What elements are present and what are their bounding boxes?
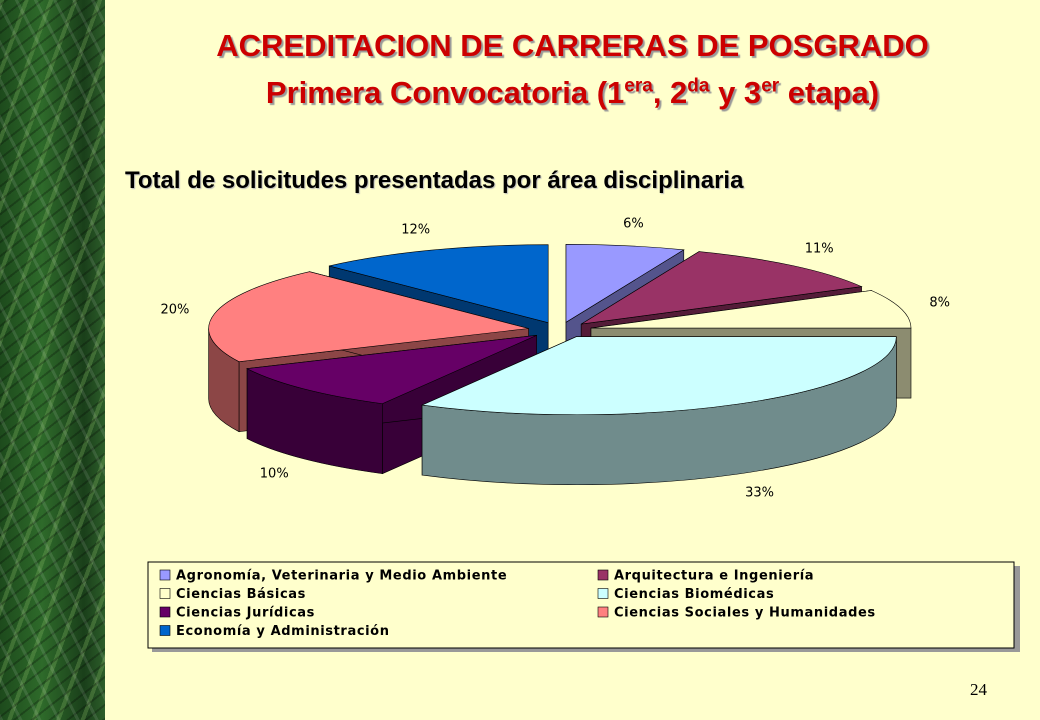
pie-slice — [581, 251, 863, 325]
decor-strip — [0, 0, 105, 720]
legend-label: Ciencias Biomédicas — [614, 587, 774, 602]
legend-label: Ciencias Básicas — [176, 587, 306, 602]
data-label: 6% — [623, 217, 644, 232]
pie-slice — [421, 336, 897, 416]
subtitle-sup: era — [624, 75, 653, 97]
data-label: 10% — [260, 466, 289, 481]
legend-swatch — [597, 569, 609, 581]
pie-slice — [246, 335, 537, 405]
data-label: 12% — [401, 222, 430, 237]
legend-swatch — [159, 588, 171, 599]
data-label: 33% — [745, 485, 774, 500]
slide-subtitle: Primera Convocatoria (1era, 2da y 3er et… — [105, 75, 1040, 111]
pie-slice — [565, 243, 685, 323]
legend-label: Economía y Administración — [176, 624, 390, 639]
subtitle-text: etapa) — [779, 75, 880, 110]
subtitle-text: Primera Convocatoria (1 — [265, 75, 625, 110]
subtitle-text: , 2 — [652, 75, 688, 110]
chart-title: Total de solicitudes presentadas por áre… — [125, 167, 744, 194]
legend-swatch — [159, 569, 171, 581]
legend-swatch — [159, 625, 171, 636]
page-number: 24 — [970, 680, 987, 699]
data-label: 11% — [805, 242, 834, 257]
legend-label: Ciencias Jurídicas — [176, 606, 315, 621]
slide-title: ACREDITACION DE CARRERAS DE POSGRADO — [216, 28, 929, 63]
legend-swatch — [597, 606, 609, 618]
legend-box — [147, 561, 1015, 649]
subtitle-text: y 3 — [709, 75, 762, 110]
legend-swatch — [597, 588, 609, 599]
pie-slice — [329, 244, 549, 324]
legend-label: Ciencias Sociales y Humanidades — [614, 606, 876, 621]
data-label: 8% — [929, 296, 950, 311]
legend-label: Arquitectura e Ingeniería — [614, 569, 814, 584]
pie-slice — [208, 271, 529, 363]
subtitle-sup: er — [761, 75, 780, 97]
legend-label: Agronomía, Veterinaria y Medio Ambiente — [176, 569, 507, 584]
subtitle-sup: da — [687, 75, 710, 97]
data-label: 20% — [160, 302, 189, 317]
pie-slice — [590, 290, 912, 329]
legend-swatch — [159, 606, 171, 618]
